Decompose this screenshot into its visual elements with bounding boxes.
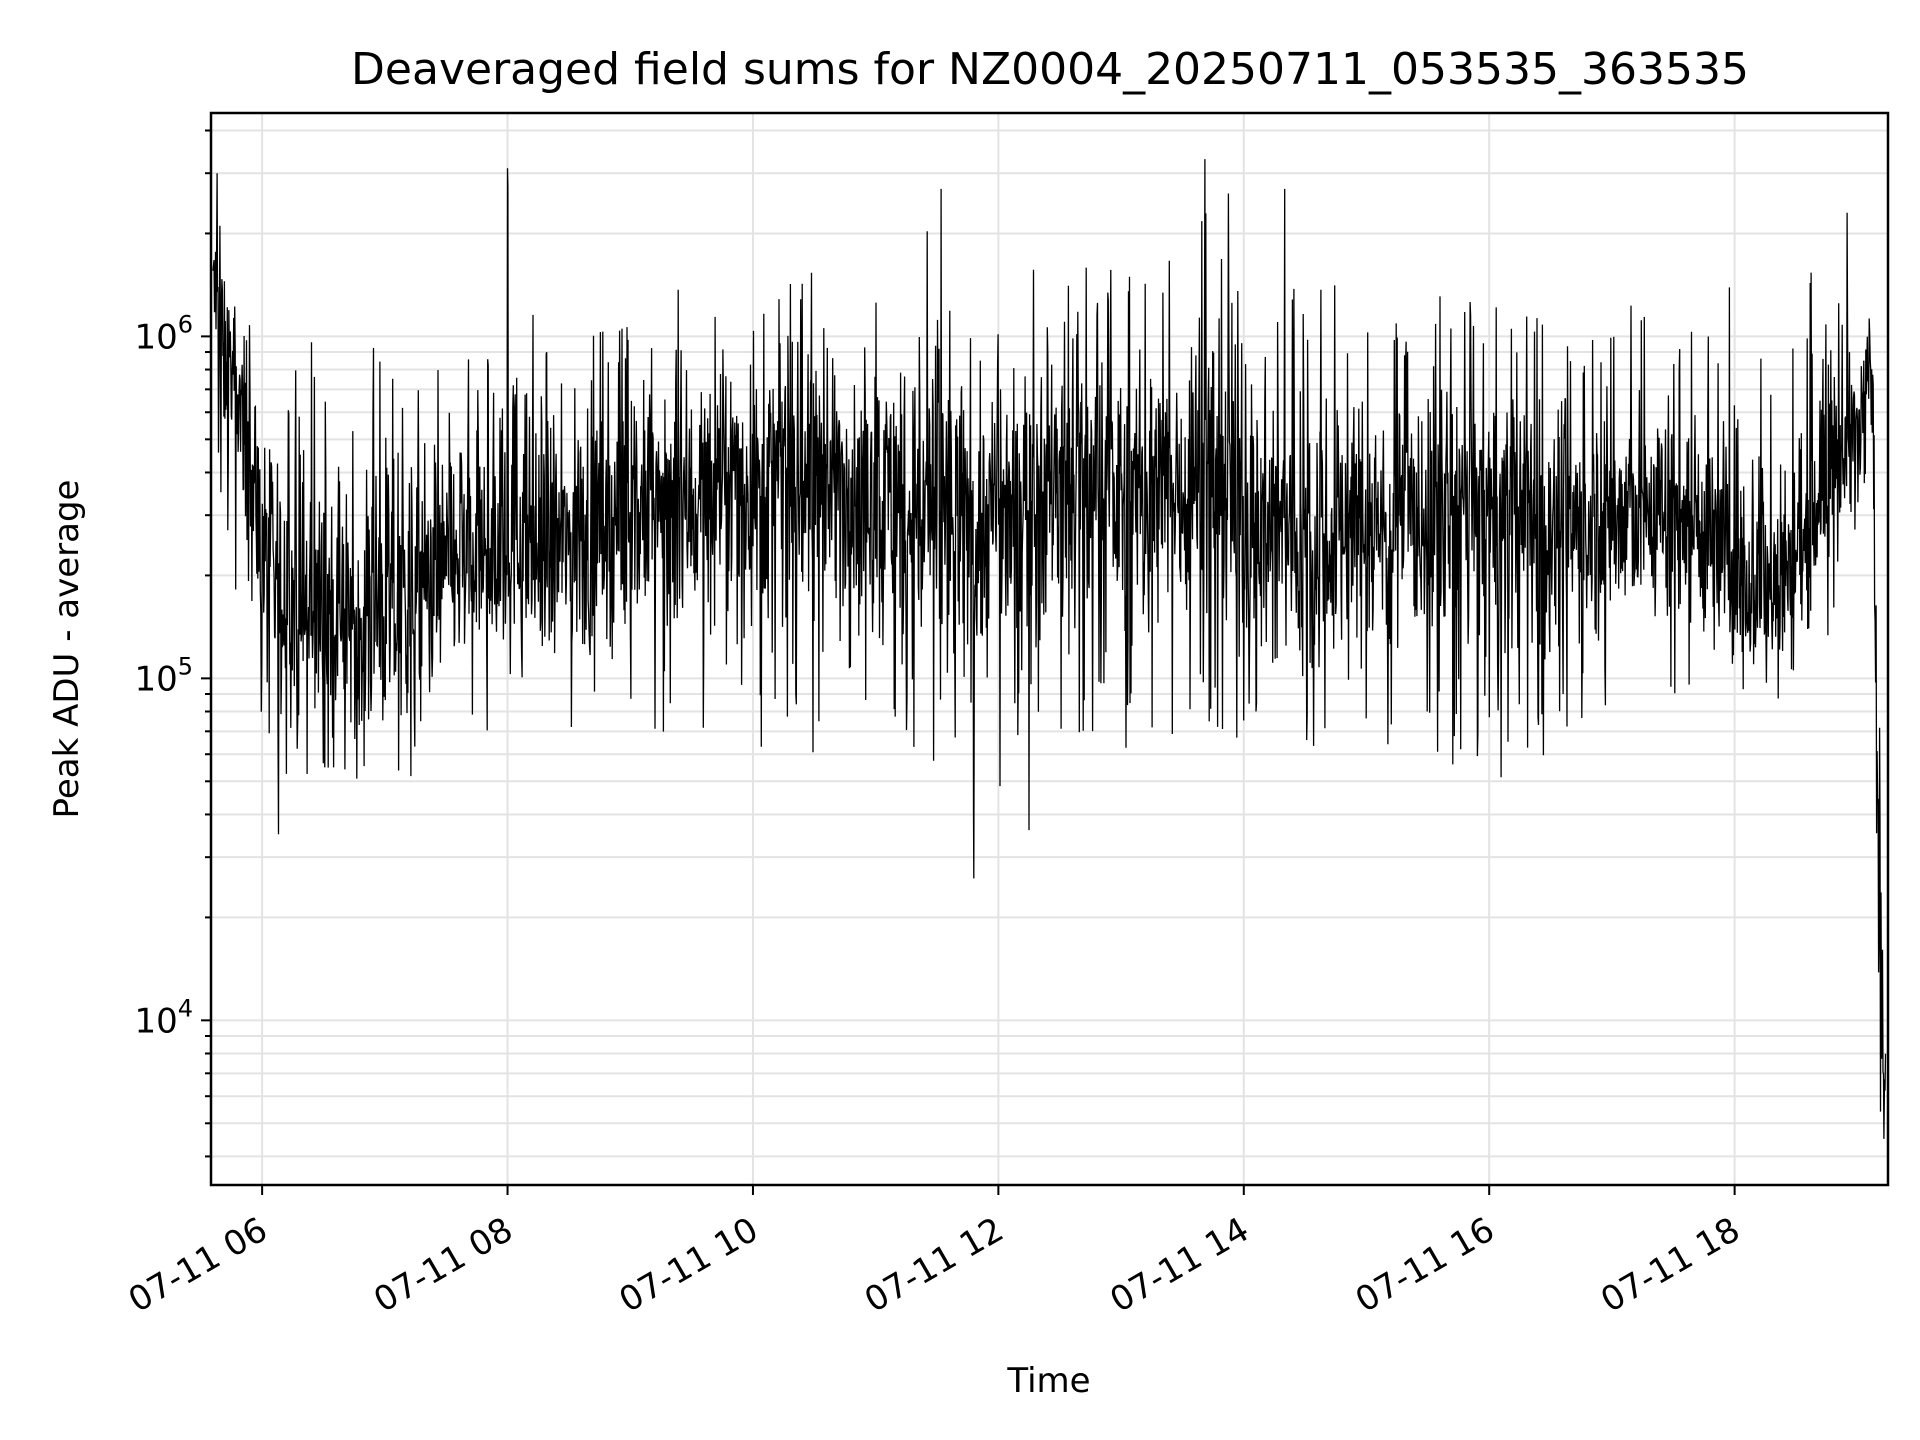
x-tick-label: 07-11 08 (367, 1210, 519, 1321)
series-path (212, 159, 1887, 1139)
x-tick-label: 07-11 16 (1349, 1210, 1501, 1321)
x-tick-label: 07-11 12 (858, 1210, 1010, 1321)
chart-title: Deaveraged field sums for NZ0004_2025071… (351, 44, 1749, 95)
y-tick-label: 105 (134, 652, 193, 699)
x-tick-label: 07-11 14 (1103, 1210, 1255, 1321)
plot-frame (209, 111, 1890, 1187)
x-tick-label: 07-11 06 (122, 1210, 274, 1321)
series-line (212, 159, 1887, 1139)
y-tick-exponent: 4 (178, 994, 193, 1022)
y-tick-exponent: 6 (178, 310, 193, 338)
x-tick-label: 07-11 18 (1594, 1210, 1746, 1321)
y-axis-label: Peak ADU - average (47, 480, 87, 819)
x-tick-label: 07-11 10 (613, 1210, 765, 1321)
grid (211, 113, 1888, 1185)
x-axis-label: Time (1006, 1361, 1090, 1401)
y-tick-base: 10 (134, 659, 177, 699)
y-tick-base: 10 (134, 1001, 177, 1041)
y-tick-label: 104 (134, 994, 193, 1041)
y-tick-exponent: 5 (178, 652, 193, 680)
y-tick-label: 106 (134, 310, 193, 357)
y-tick-base: 10 (134, 317, 177, 357)
